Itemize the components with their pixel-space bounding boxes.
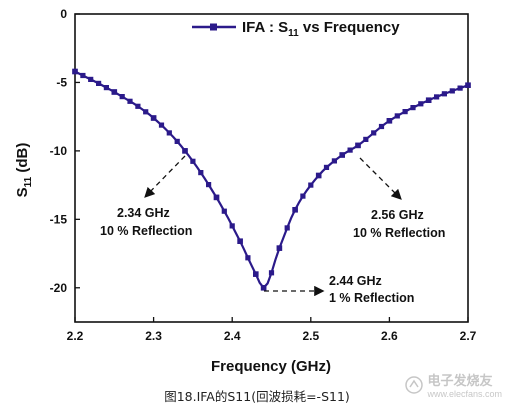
legend-label: IFA : S11 vs Frequency (242, 19, 400, 39)
y-tick-label: -5 (56, 75, 67, 89)
series-marker (174, 138, 180, 144)
series-marker (410, 105, 416, 111)
x-tick-label: 2.3 (145, 329, 162, 343)
data-point (72, 68, 78, 75)
watermark-logo-icon (405, 375, 424, 394)
series-marker (206, 182, 212, 188)
data-point (386, 118, 393, 124)
data-point (150, 115, 157, 121)
data-point (355, 142, 361, 149)
figure-caption: 图18.IFA的S11(回波损耗=-S11) (164, 389, 350, 404)
series-marker (143, 109, 149, 115)
series-marker (103, 85, 109, 91)
series-marker (371, 130, 377, 136)
x-tick-label: 2.4 (224, 329, 241, 343)
series-marker (229, 223, 235, 229)
x-tick-label: 2.2 (67, 329, 84, 343)
series-marker (441, 91, 447, 97)
series-marker (308, 182, 314, 188)
data-point (339, 152, 345, 158)
annotation-left-freq: 2.34 GHz (117, 206, 170, 220)
x-tick-label: 2.5 (302, 329, 319, 343)
annotation-left-refl: 10 % Reflection (100, 224, 192, 238)
x-tick-labels: 2.2 2.3 2.4 2.5 2.6 2.7 (67, 329, 477, 343)
series-marker (268, 270, 275, 276)
data-point (292, 207, 298, 213)
data-point (237, 238, 243, 244)
y-tick-label: 0 (60, 7, 67, 21)
series-marker (323, 164, 330, 170)
series-marker (198, 170, 204, 176)
y-tick-label: -10 (50, 144, 68, 158)
series-marker (457, 85, 463, 91)
x-tick-label: 2.7 (460, 329, 477, 343)
data-point (253, 271, 259, 277)
series-marker (394, 113, 400, 119)
series-marker (190, 158, 196, 164)
series-marker (221, 208, 227, 214)
series-marker (245, 255, 251, 261)
watermark: 电子发烧友 www.elecfans.com (405, 370, 502, 399)
series-marker (96, 80, 102, 86)
series-marker (449, 88, 455, 94)
watermark-url: www.elecfans.com (427, 389, 502, 399)
series-marker (119, 94, 125, 100)
series-marker (158, 122, 165, 128)
series-marker (378, 123, 385, 130)
axis-ticks (74, 13, 469, 322)
series-marker (402, 109, 408, 115)
watermark-text: 电子发烧友 (427, 374, 493, 389)
data-point (260, 285, 267, 291)
x-tick-label: 2.6 (381, 329, 398, 343)
series-line (74, 70, 469, 290)
data-point (425, 97, 432, 103)
y-tick-labels: 0 -5 -10 -15 -20 (50, 7, 68, 295)
annotation-bottom-freq: 2.44 GHz (329, 274, 382, 288)
annotation-arrow-left (144, 155, 186, 198)
data-point (276, 245, 283, 251)
series-marker (363, 136, 369, 142)
data-point (465, 82, 471, 88)
series-marker (300, 193, 306, 199)
legend-marker (210, 23, 217, 31)
series-marker (88, 76, 94, 82)
legend: IFA : S11 vs Frequency (192, 19, 400, 39)
series-marker (127, 98, 133, 104)
series-marker (331, 158, 337, 164)
series-layer (72, 68, 471, 291)
y-tick-label: -15 (50, 212, 68, 226)
y-axis-title: S11 (dB) (14, 143, 34, 198)
data-point (315, 172, 322, 179)
x-axis-title: Frequency (GHz) (211, 358, 331, 375)
plot-frame (74, 13, 469, 323)
series-marker (347, 147, 353, 153)
series-marker (284, 225, 290, 231)
series-marker (135, 103, 141, 109)
data-point (213, 194, 220, 201)
annotation-right-freq: 2.56 GHz (371, 208, 424, 222)
data-point (111, 89, 118, 95)
s11-chart: 0 -5 -10 -15 -20 2.2 2.3 2.4 2.5 2.6 2.7 IFA : S1… (14, 7, 477, 375)
annotation-arrow-right (359, 157, 402, 200)
annotation-right-refl: 10 % Reflection (353, 226, 445, 240)
series-marker (418, 101, 424, 107)
data-point (182, 148, 188, 154)
series-marker (434, 94, 440, 100)
series-marker (166, 130, 172, 136)
series-marker (80, 72, 86, 79)
y-tick-label: -20 (50, 281, 68, 295)
annotation-bottom-refl: 1 % Reflection (329, 291, 414, 305)
